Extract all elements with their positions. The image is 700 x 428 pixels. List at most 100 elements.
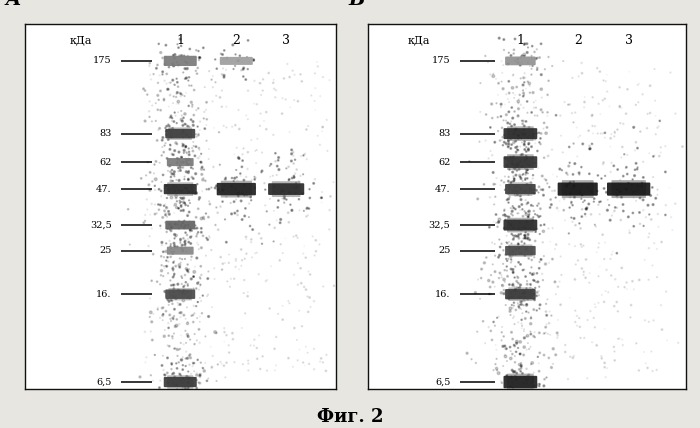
Point (508, 153, 519, 160)
Point (151, 278, 162, 285)
Point (512, 374, 523, 381)
Point (181, 248, 193, 255)
Point (512, 112, 524, 119)
Point (524, 208, 535, 214)
Point (200, 210, 211, 217)
Point (554, 198, 565, 205)
Point (244, 214, 255, 220)
Point (218, 74, 230, 81)
Point (179, 256, 190, 262)
Point (288, 172, 300, 179)
Point (233, 155, 244, 161)
Point (485, 291, 496, 297)
Point (494, 275, 505, 282)
Point (528, 190, 540, 197)
Point (237, 151, 248, 158)
Point (181, 149, 192, 156)
Point (505, 259, 517, 266)
Point (540, 374, 552, 381)
Point (526, 250, 538, 256)
Point (517, 310, 528, 317)
Point (203, 313, 214, 320)
Point (510, 206, 521, 213)
Point (636, 180, 648, 187)
Point (499, 342, 510, 349)
Point (508, 46, 519, 53)
Point (228, 178, 239, 184)
Point (571, 312, 582, 319)
Point (184, 157, 195, 163)
Point (650, 113, 661, 119)
Point (520, 273, 531, 280)
Point (500, 353, 511, 360)
Point (515, 185, 526, 192)
Point (176, 195, 188, 202)
Point (288, 160, 299, 167)
Point (517, 370, 528, 377)
Point (505, 180, 517, 187)
Point (632, 164, 643, 171)
Point (498, 36, 510, 43)
Point (147, 178, 158, 185)
Point (631, 160, 642, 167)
Point (536, 130, 547, 137)
Point (298, 283, 309, 290)
Point (526, 202, 537, 209)
Point (514, 245, 526, 252)
Point (514, 250, 525, 257)
Point (617, 342, 629, 348)
Point (173, 44, 184, 51)
Point (210, 79, 221, 86)
Point (186, 224, 197, 231)
Point (520, 197, 531, 204)
Point (589, 221, 601, 228)
Point (153, 206, 164, 213)
Point (485, 148, 496, 155)
Point (316, 189, 328, 196)
Point (300, 286, 312, 293)
Point (164, 238, 175, 244)
Point (527, 245, 538, 252)
Point (540, 391, 552, 398)
Point (314, 358, 326, 365)
Point (287, 363, 298, 370)
Point (172, 244, 183, 250)
Point (181, 131, 193, 138)
Point (161, 195, 172, 202)
Point (635, 128, 646, 135)
Point (180, 355, 191, 362)
Point (199, 166, 210, 173)
Point (165, 221, 176, 228)
Point (193, 155, 204, 162)
Point (506, 153, 517, 160)
Point (182, 160, 193, 167)
Point (493, 370, 504, 377)
Point (291, 184, 302, 191)
Point (192, 231, 203, 238)
Point (178, 128, 189, 135)
Point (179, 121, 190, 128)
Point (181, 150, 193, 157)
FancyBboxPatch shape (505, 289, 536, 299)
Point (526, 109, 537, 116)
Point (270, 158, 281, 165)
Point (489, 201, 500, 208)
Point (515, 360, 526, 366)
Point (178, 224, 190, 231)
Point (609, 348, 620, 355)
Point (527, 172, 538, 178)
Point (582, 317, 593, 324)
Point (177, 362, 188, 369)
Point (238, 145, 249, 152)
Point (279, 199, 290, 206)
Point (501, 185, 512, 192)
Point (155, 225, 166, 232)
Point (188, 143, 199, 149)
Point (535, 213, 546, 220)
Point (212, 361, 223, 368)
Point (189, 375, 200, 382)
Point (531, 130, 542, 137)
Point (176, 207, 187, 214)
Point (180, 229, 191, 236)
Point (499, 173, 510, 180)
